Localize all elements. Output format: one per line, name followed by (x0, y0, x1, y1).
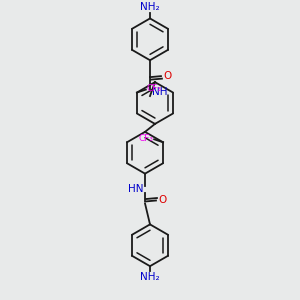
Text: NH: NH (152, 87, 167, 97)
Text: NH₂: NH₂ (140, 2, 160, 13)
Text: O: O (158, 195, 166, 205)
Text: HN: HN (128, 184, 143, 194)
Text: NH₂: NH₂ (140, 272, 160, 282)
Text: CF₃: CF₃ (147, 84, 162, 93)
Text: O: O (163, 71, 171, 81)
Text: CF₃: CF₃ (138, 134, 153, 143)
